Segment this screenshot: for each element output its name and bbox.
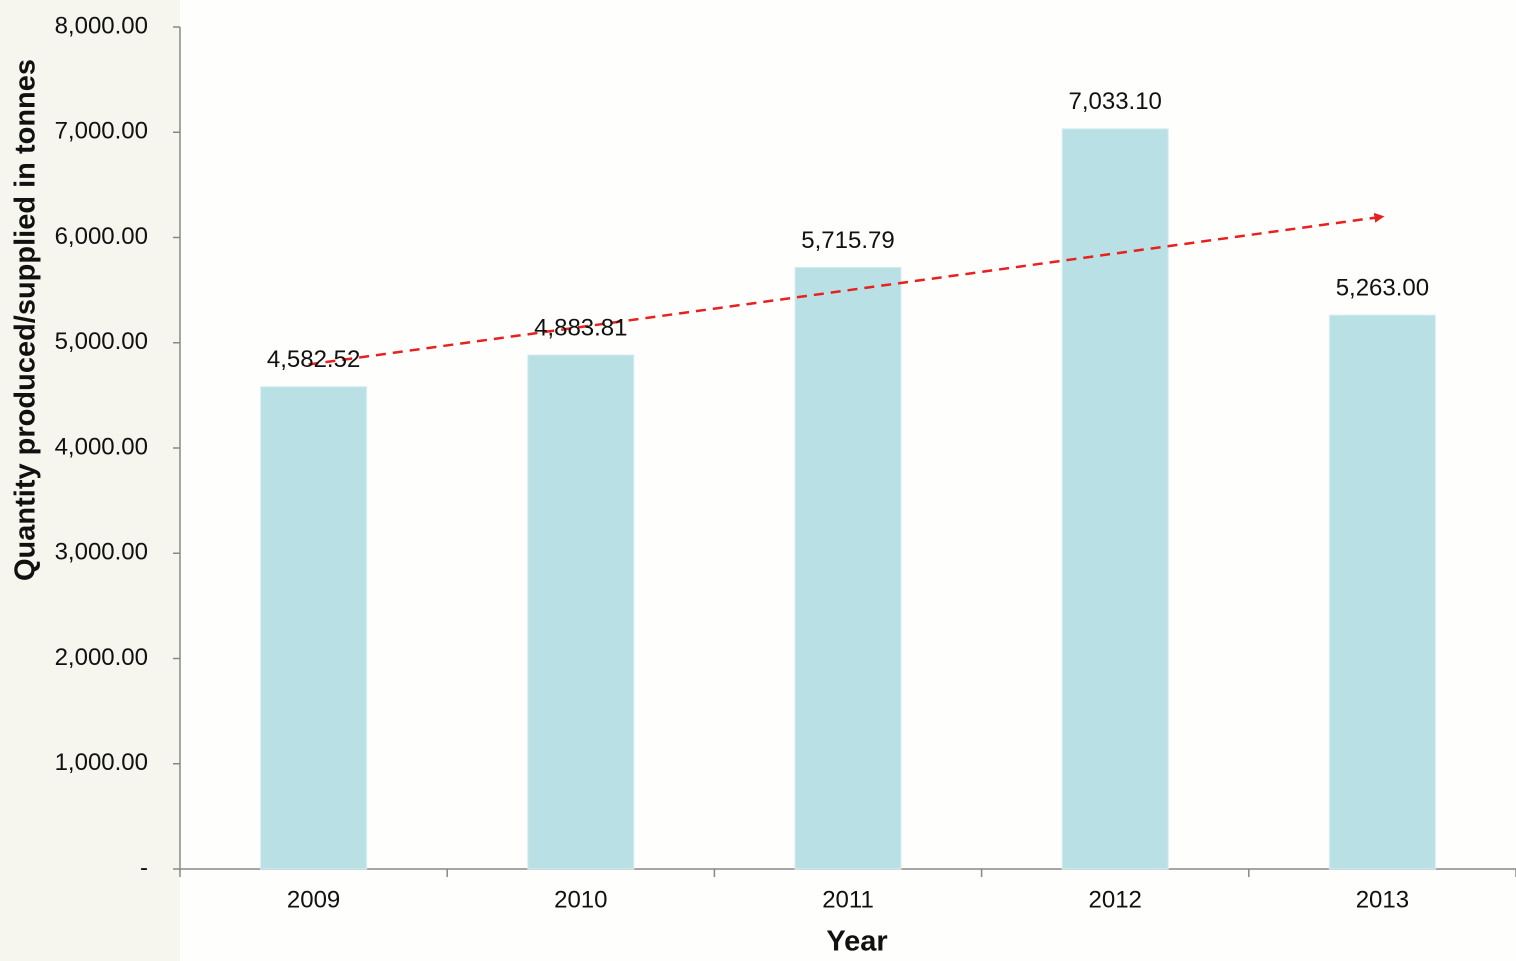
trend-arrow [308,212,1385,366]
y-tick-label: 8,000.00 [55,12,148,39]
bar [260,386,368,870]
value-label: 7,033.10 [1068,88,1161,115]
y-tick-label: 2,000.00 [55,644,148,671]
value-label: 5,715.79 [801,227,894,254]
value-label: 4,582.52 [267,346,360,373]
bar [1061,128,1169,870]
y-tick-label: - [140,854,148,881]
bar [527,354,635,870]
y-tick-label: 7,000.00 [55,118,148,145]
x-tick-label: 2013 [1356,886,1409,913]
x-tick-label: 2012 [1089,886,1142,913]
bar [1328,314,1436,870]
y-tick-label: 5,000.00 [55,328,148,355]
y-axis-title: Quantity produced/supplied in tonnes [10,59,42,581]
bar [794,266,902,870]
y-tick-label: 6,000.00 [55,223,148,250]
y-tick-label: 4,000.00 [55,433,148,460]
y-tick-label: 1,000.00 [55,749,148,776]
x-tick-label: 2009 [287,886,340,913]
value-label: 5,263.00 [1336,274,1429,301]
value-label: 4,883.81 [534,314,627,341]
x-tick-label: 2010 [554,886,607,913]
x-axis-title: Year [826,926,887,958]
x-tick-label: 2011 [822,886,874,913]
y-tick-label: 3,000.00 [55,539,148,566]
